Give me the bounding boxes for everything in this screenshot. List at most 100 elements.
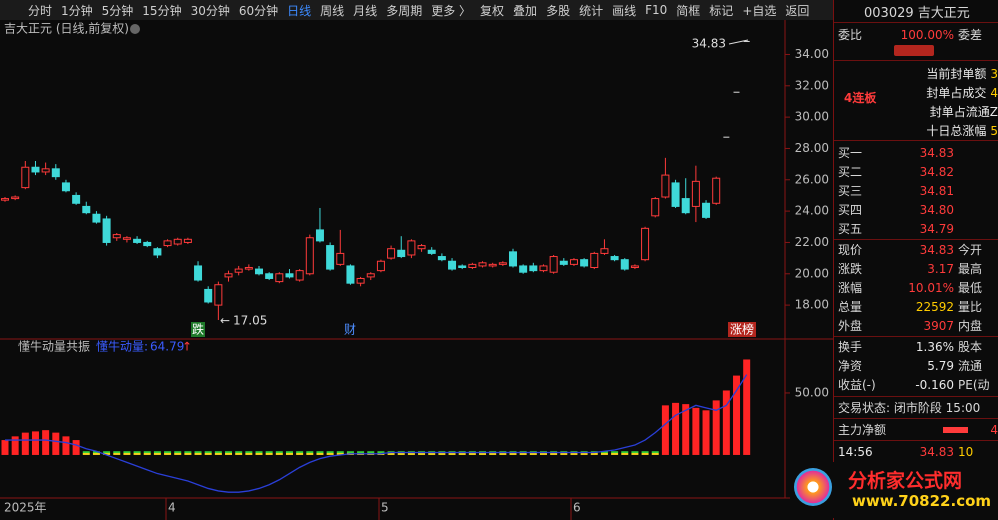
candle-body bbox=[600, 248, 609, 254]
seal-row: 当前封单额 3 bbox=[920, 64, 998, 83]
quote-cell: 34.81 bbox=[919, 183, 954, 198]
toolbar-button[interactable]: 统计 bbox=[579, 3, 604, 18]
candle-body bbox=[143, 241, 152, 247]
separator bbox=[834, 336, 998, 337]
y-tick-label: 20.00 bbox=[795, 266, 829, 280]
chart: 吉大正元 (日线,前复权) 懂牛动量共振 懂牛动量: 64.79 ↑ 34.83… bbox=[0, 20, 833, 520]
candle-body bbox=[580, 259, 589, 267]
momentum-bar bbox=[194, 451, 202, 455]
y-tick-label: 30.00 bbox=[795, 110, 829, 124]
quote-cell: 买四 bbox=[838, 203, 863, 217]
y-tick-label: 18.00 bbox=[795, 298, 829, 312]
toolbar-button[interactable]: 更多 〉 bbox=[431, 3, 472, 18]
toolbar-button[interactable]: 复权 bbox=[480, 3, 505, 18]
quote-cell: 今开 bbox=[958, 243, 983, 257]
quote-cell: -0.160 bbox=[915, 377, 954, 392]
watermark: 分析家公式网 www.70822.com bbox=[790, 462, 998, 518]
toolbar-button[interactable]: 5分钟 bbox=[101, 3, 134, 18]
quote-cell: 委比 bbox=[838, 28, 863, 42]
quote-row: 买五 34.79 bbox=[838, 219, 998, 238]
momentum-line bbox=[5, 374, 748, 493]
momentum-bar bbox=[255, 451, 263, 455]
momentum-bar bbox=[692, 407, 700, 455]
toolbar-button[interactable]: F10 bbox=[645, 3, 668, 17]
momentum-bar bbox=[164, 451, 172, 455]
momentum-bar bbox=[72, 440, 80, 455]
candle-body bbox=[305, 237, 314, 275]
candle-body bbox=[92, 213, 101, 223]
seal-cell: 封单占成交 bbox=[926, 86, 987, 100]
toolbar-button[interactable]: 60分钟 bbox=[238, 3, 279, 18]
candle-body bbox=[448, 260, 457, 270]
momentum-bar bbox=[82, 451, 90, 455]
momentum-bar bbox=[743, 359, 751, 455]
candle-body bbox=[173, 238, 182, 245]
candle-body bbox=[326, 245, 335, 270]
stock-header: 003029 吉大正元 bbox=[864, 6, 970, 21]
toolbar-button[interactable]: 日线 bbox=[287, 3, 312, 18]
quote-cell: 内盘 bbox=[958, 319, 983, 333]
separator bbox=[834, 239, 998, 240]
momentum-bar bbox=[326, 451, 334, 455]
momentum-bar bbox=[21, 432, 29, 455]
toolbar-button[interactable]: 30分钟 bbox=[190, 3, 230, 18]
quote-cell: 换手 bbox=[838, 340, 863, 354]
candle-body bbox=[102, 218, 111, 243]
indicator-line-value: 64.79 bbox=[150, 340, 184, 354]
momentum-bar bbox=[113, 451, 121, 455]
quote-row: 买四 34.80 bbox=[838, 200, 998, 219]
x-tick-label: 5 bbox=[381, 501, 389, 515]
candle-body bbox=[11, 196, 20, 200]
separator bbox=[834, 440, 998, 441]
candle-body bbox=[376, 260, 385, 272]
toolbar-button[interactable]: 分时 bbox=[28, 3, 53, 18]
candle-body bbox=[468, 263, 477, 269]
momentum-bar bbox=[245, 451, 253, 455]
watermark-url: www.70822.com bbox=[852, 492, 992, 510]
candle-body bbox=[529, 265, 538, 272]
candle-body bbox=[255, 268, 263, 275]
candle-body bbox=[21, 166, 30, 189]
momentum-bar bbox=[174, 451, 182, 455]
y-tick-label: 24.00 bbox=[795, 204, 829, 218]
settings-icon[interactable] bbox=[130, 24, 140, 34]
toolbar-button[interactable]: 周线 bbox=[320, 3, 345, 18]
seal-row: 封单占流通Z bbox=[920, 102, 998, 121]
candle-body bbox=[41, 168, 50, 173]
chart-title: 吉大正元 (日线,前复权) bbox=[4, 21, 129, 36]
momentum-bar bbox=[661, 405, 669, 455]
candle-body bbox=[1, 198, 9, 201]
candle-body bbox=[641, 227, 650, 261]
candle-body bbox=[315, 229, 324, 242]
momentum-bar bbox=[722, 390, 730, 455]
up-arrow: ↑ bbox=[182, 340, 192, 354]
toolbar-button[interactable]: 1分钟 bbox=[61, 3, 93, 18]
quote-cell: 14:56 bbox=[838, 444, 873, 459]
quote-cell: 100.00% bbox=[900, 27, 954, 42]
quote-cell: 现价 bbox=[838, 243, 863, 257]
expand-button[interactable] bbox=[894, 45, 934, 56]
candle-body bbox=[153, 248, 162, 256]
candle-body bbox=[244, 267, 253, 270]
y-tick-label: 22.00 bbox=[795, 235, 829, 249]
toolbar-button[interactable]: 简框 bbox=[676, 3, 701, 18]
quote-cell: 5.79 bbox=[927, 358, 954, 373]
toolbar-button[interactable]: 返回 bbox=[785, 3, 810, 18]
toolbar-button[interactable]: 月线 bbox=[353, 3, 378, 18]
candle-body bbox=[681, 198, 690, 214]
toolbar-button[interactable]: 多周期 bbox=[386, 3, 423, 18]
candle-body bbox=[549, 256, 558, 273]
toolbar-button[interactable]: 叠加 bbox=[513, 3, 538, 18]
y-tick-label: 50.00 bbox=[795, 385, 829, 399]
candle-body bbox=[437, 256, 446, 261]
toolbar-button[interactable]: 15分钟 bbox=[142, 3, 182, 18]
toolbar-button[interactable]: 多股 bbox=[546, 3, 571, 18]
momentum-bar bbox=[733, 375, 741, 455]
toolbar-button[interactable]: 画线 bbox=[612, 3, 637, 18]
quote-cell: PE(动 bbox=[958, 378, 990, 392]
toolbar-button[interactable]: +自选 bbox=[742, 3, 777, 18]
candle-body bbox=[51, 168, 60, 178]
toolbar-button[interactable]: 标记 bbox=[709, 3, 734, 18]
quote-row: 收益(-) -0.160 PE(动 bbox=[838, 375, 998, 394]
